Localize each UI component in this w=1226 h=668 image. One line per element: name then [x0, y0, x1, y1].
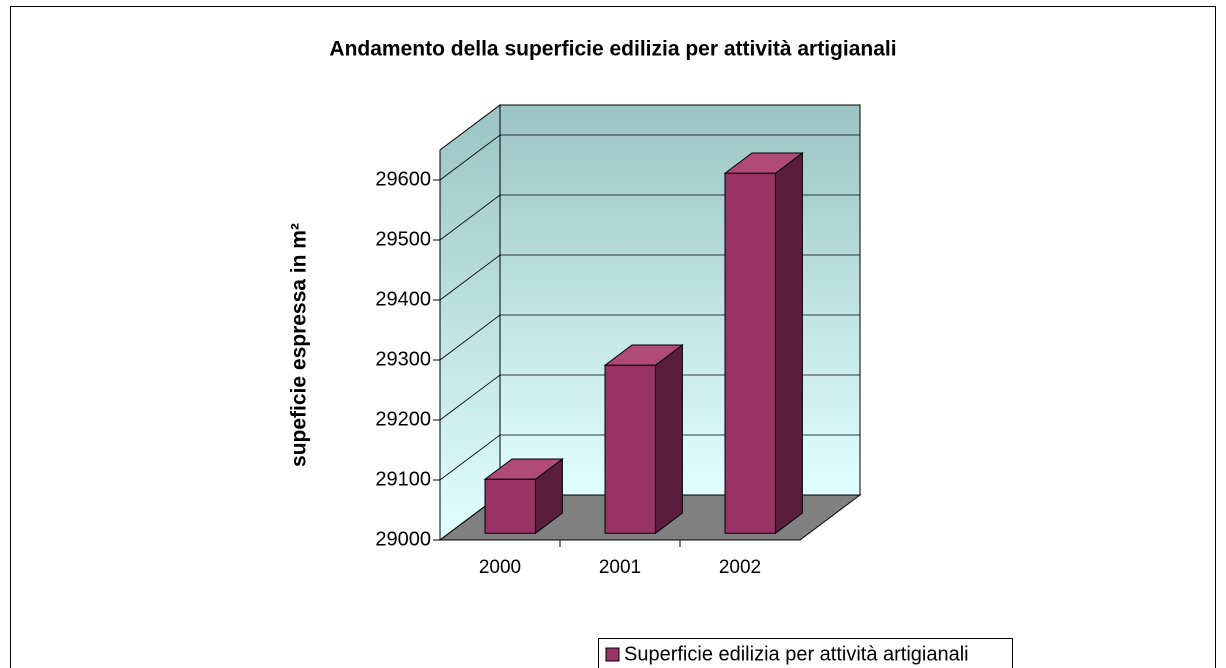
bar-side — [774, 152, 803, 535]
chart-title: Andamento della superficie edilizia per … — [329, 38, 896, 61]
bar — [604, 364, 656, 534]
grid-line — [439, 134, 860, 181]
legend-box — [598, 638, 1013, 668]
legend-swatch — [605, 647, 620, 662]
x-tick-label: 2002 — [719, 557, 761, 578]
y-tick-label: 29300 — [375, 348, 431, 370]
y-axis-label: supeficie espressa in m² — [288, 223, 311, 467]
x-tick-label: 2001 — [599, 557, 641, 578]
bar — [484, 478, 536, 534]
x-tick-label: 2000 — [479, 557, 521, 578]
y-tick-label: 29600 — [375, 168, 431, 190]
y-tick-label: 29000 — [375, 528, 431, 550]
y-tick-label: 29400 — [375, 288, 431, 310]
y-tick-label: 29100 — [375, 468, 431, 490]
bar-side — [654, 344, 683, 535]
y-tick-label: 29500 — [375, 228, 431, 250]
y-tick-label: 29200 — [375, 408, 431, 430]
bar — [724, 172, 776, 534]
legend-label: Superficie edilizia per attività artigia… — [624, 643, 969, 665]
